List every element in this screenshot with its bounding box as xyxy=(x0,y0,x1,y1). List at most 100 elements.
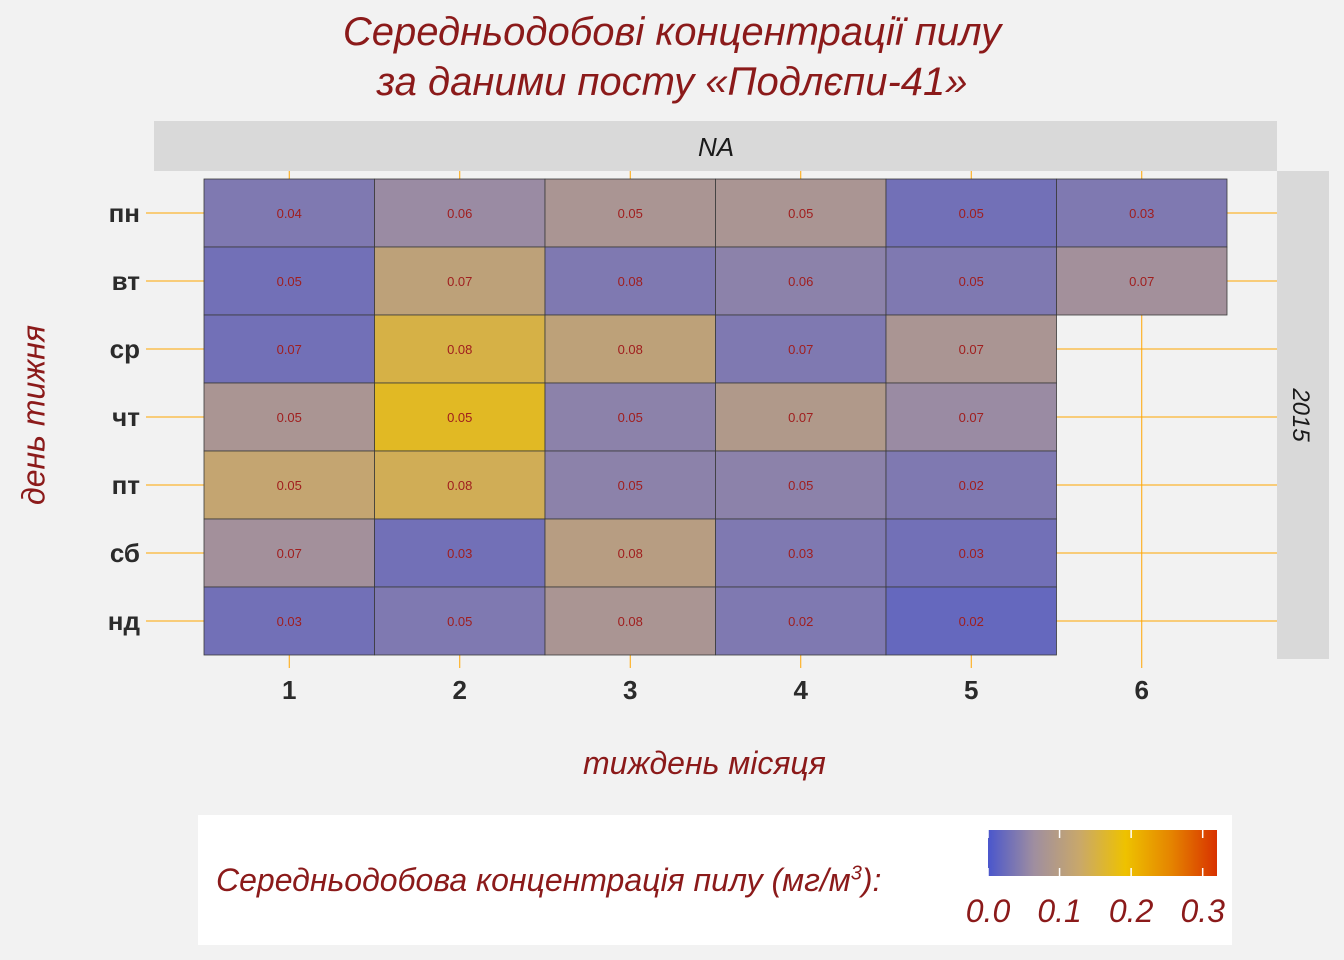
cell-label: 0.08 xyxy=(618,342,643,357)
heatmap-cell xyxy=(885,246,1057,316)
cell-label: 0.07 xyxy=(277,342,302,357)
y-tick-label: вт xyxy=(112,266,141,296)
chart-title-line1: Середньодобові концентрації пилу xyxy=(342,10,1002,54)
cell-label: 0.08 xyxy=(618,546,643,561)
y-tick-label: ср xyxy=(110,334,140,364)
y-tick-label: пт xyxy=(112,470,141,500)
facet-strip-top-label: NA xyxy=(698,132,734,162)
y-tick-label: нд xyxy=(108,606,141,636)
cell-label: 0.03 xyxy=(277,614,302,629)
facet-strip-top xyxy=(154,121,1277,171)
legend-tick-label: 0.0 xyxy=(965,893,1011,929)
heatmap-cell xyxy=(374,450,546,520)
cell-label: 0.05 xyxy=(959,206,984,221)
cell-label: 0.05 xyxy=(788,206,813,221)
facet-strip-right-label: 2015 xyxy=(1287,387,1314,442)
cell-label: 0.06 xyxy=(447,206,472,221)
cell-label: 0.05 xyxy=(788,478,813,493)
x-tick-label: 1 xyxy=(282,675,296,705)
cell-label: 0.05 xyxy=(277,478,302,493)
y-axis-title: день тижня xyxy=(15,325,52,505)
heatmap-cell xyxy=(544,518,716,588)
cell-labels: 0.04 0.06 0.05 0.05 0.05 0.03 0.05 0.07 0.08 0.06… xyxy=(277,206,1155,629)
cell-label: 0.03 xyxy=(788,546,813,561)
cell-label: 0.05 xyxy=(618,206,643,221)
legend-title: Середньодобова концентрація пилу (мг/м3)… xyxy=(216,862,882,898)
heatmap-cell xyxy=(715,178,887,248)
legend-colorbar xyxy=(988,830,1217,876)
cell-label: 0.08 xyxy=(447,478,472,493)
heatmap-cell xyxy=(715,314,887,384)
heatmap-cell xyxy=(885,314,1057,384)
x-axis-ticks: 1 2 3 4 5 6 xyxy=(282,675,1149,705)
heatmap-cell xyxy=(544,246,716,316)
heatmap-cell xyxy=(203,178,375,248)
heatmap-cell xyxy=(715,246,887,316)
heatmap-cell xyxy=(374,246,546,316)
heatmap-cell xyxy=(715,518,887,588)
chart-title-line2: за даними посту «Подлєпи-41» xyxy=(376,60,968,104)
heatmap-cell xyxy=(544,314,716,384)
legend-tick-label: 0.1 xyxy=(1037,893,1082,929)
cell-label: 0.03 xyxy=(447,546,472,561)
legend-tick-label: 0.2 xyxy=(1108,893,1154,929)
y-axis-ticks: пн вт ср чт пт сб нд xyxy=(108,198,141,636)
cell-label: 0.05 xyxy=(277,274,302,289)
heatmap-cell xyxy=(374,518,546,588)
heatmap-cell xyxy=(885,586,1057,656)
x-tick-label: 3 xyxy=(623,675,637,705)
heatmap-cells xyxy=(203,178,1228,656)
cell-label: 0.08 xyxy=(618,274,643,289)
cell-label: 0.07 xyxy=(788,410,813,425)
cell-label: 0.08 xyxy=(618,614,643,629)
legend-tick-label: 0.3 xyxy=(1180,893,1225,929)
y-tick-label: пн xyxy=(109,198,140,228)
cell-label: 0.07 xyxy=(1129,274,1154,289)
heatmap-cell xyxy=(203,382,375,452)
cell-label: 0.05 xyxy=(618,410,643,425)
cell-label: 0.03 xyxy=(959,546,984,561)
heatmap-cell xyxy=(203,314,375,384)
heatmap-cell xyxy=(885,178,1057,248)
heatmap-cell xyxy=(203,586,375,656)
x-tick-label: 6 xyxy=(1135,675,1149,705)
cell-label: 0.07 xyxy=(447,274,472,289)
cell-label: 0.07 xyxy=(788,342,813,357)
cell-label: 0.05 xyxy=(618,478,643,493)
heatmap-cell xyxy=(885,518,1057,588)
cell-label: 0.04 xyxy=(277,206,302,221)
y-tick-label: сб xyxy=(110,538,140,568)
cell-label: 0.08 xyxy=(447,342,472,357)
cell-label: 0.02 xyxy=(959,614,984,629)
cell-label: 0.07 xyxy=(277,546,302,561)
heatmap-cell xyxy=(203,246,375,316)
cell-label: 0.03 xyxy=(1129,206,1154,221)
heatmap-cell xyxy=(203,450,375,520)
cell-label: 0.02 xyxy=(959,478,984,493)
cell-label: 0.06 xyxy=(788,274,813,289)
heatmap-cell xyxy=(885,382,1057,452)
cell-label: 0.07 xyxy=(959,410,984,425)
x-axis-title: тиждень місяця xyxy=(583,745,826,781)
x-tick-label: 2 xyxy=(453,675,467,705)
heatmap-cell xyxy=(544,178,716,248)
heatmap-cell xyxy=(1056,246,1228,316)
heatmap-cell xyxy=(715,586,887,656)
cell-label: 0.05 xyxy=(959,274,984,289)
cell-label: 0.05 xyxy=(447,614,472,629)
cell-label: 0.05 xyxy=(447,410,472,425)
heatmap-cell xyxy=(374,314,546,384)
x-tick-label: 5 xyxy=(964,675,978,705)
y-tick-label: чт xyxy=(112,402,140,432)
heatmap-cell xyxy=(374,382,546,452)
heatmap-cell xyxy=(544,382,716,452)
heatmap-cell xyxy=(203,518,375,588)
cell-label: 0.02 xyxy=(788,614,813,629)
heatmap-cell xyxy=(544,586,716,656)
x-tick-label: 4 xyxy=(794,675,809,705)
heatmap-cell xyxy=(715,382,887,452)
cell-label: 0.05 xyxy=(277,410,302,425)
cell-label: 0.07 xyxy=(959,342,984,357)
heatmap-cell xyxy=(1056,178,1228,248)
